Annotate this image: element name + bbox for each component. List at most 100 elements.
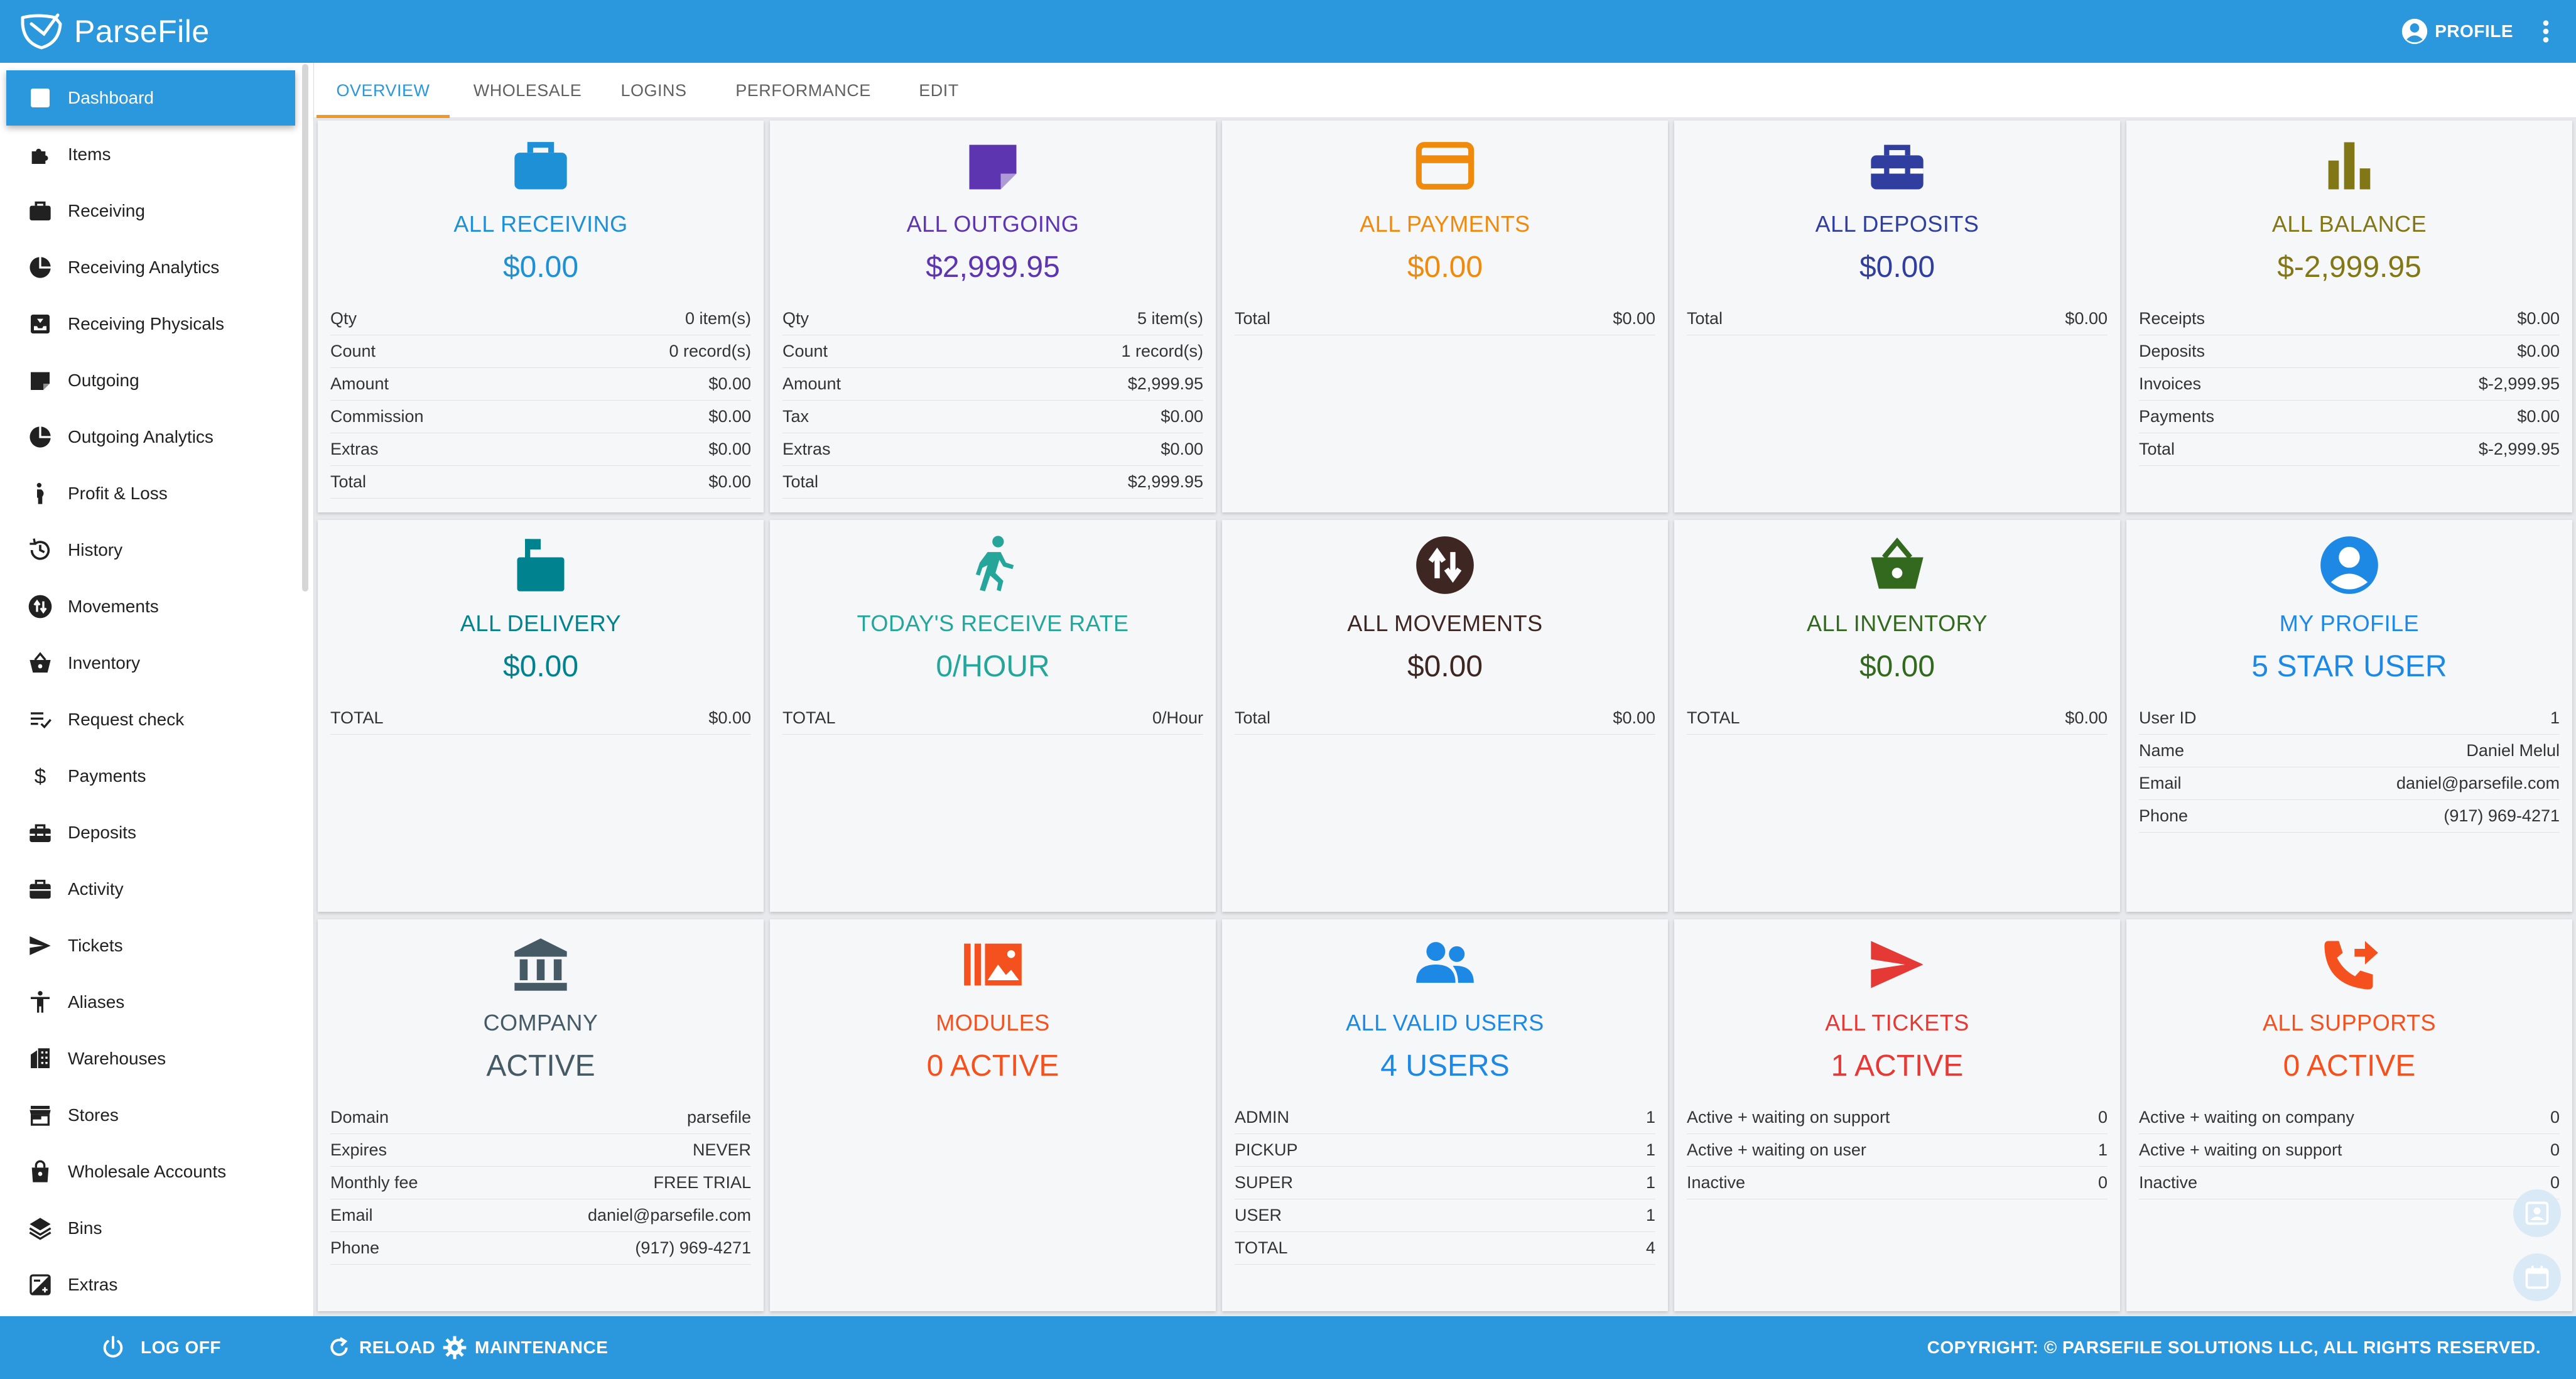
sidebar-item-inventory[interactable]: Inventory bbox=[6, 635, 295, 691]
tab-edit[interactable]: EDIT bbox=[919, 80, 959, 100]
parsefile-logo-icon bbox=[21, 13, 62, 50]
group-icon bbox=[1416, 942, 1474, 983]
sidebar-item-label: Outgoing bbox=[68, 370, 139, 390]
calendar-fab[interactable] bbox=[2513, 1253, 2561, 1301]
sidebar-item-deposits[interactable]: Deposits bbox=[6, 805, 295, 860]
card-all-inventory[interactable]: ALL INVENTORY $0.00 TOTAL $0.00 bbox=[1674, 520, 2120, 912]
sidebar-item-request-check[interactable]: Request check bbox=[6, 692, 295, 747]
sidebar-item-profit-loss[interactable]: Profit & Loss bbox=[6, 466, 295, 521]
row-label: Inactive bbox=[2139, 1173, 2198, 1192]
pregnant-icon bbox=[36, 483, 44, 504]
sidebar-item-history[interactable]: History bbox=[6, 522, 295, 578]
card-company[interactable]: COMPANY ACTIVE Domain parsefile Expires … bbox=[318, 919, 764, 1311]
briefcase-icon bbox=[514, 142, 567, 190]
work-icon bbox=[30, 880, 51, 899]
list-check-icon bbox=[31, 712, 51, 729]
app-title: ParseFile bbox=[74, 14, 210, 49]
sidebar-item-label: History bbox=[68, 540, 123, 560]
card-my-profile[interactable]: MY PROFILE 5 STAR USER User ID 1 Name Da… bbox=[2126, 520, 2572, 912]
sidebar-item-aliases[interactable]: Aliases bbox=[6, 975, 295, 1030]
row-value: $0.00 bbox=[708, 472, 751, 491]
sidebar-item-label: Deposits bbox=[68, 823, 136, 842]
row-value: NEVER bbox=[692, 1140, 751, 1159]
sidebar-item-receiving[interactable]: Receiving bbox=[6, 183, 295, 239]
sidebar-scrollbar[interactable] bbox=[302, 64, 308, 592]
sidebar-icon bbox=[28, 877, 53, 902]
building-icon bbox=[31, 1048, 50, 1068]
card-value: $0.00 bbox=[1859, 650, 1935, 683]
credit-card-icon bbox=[1415, 142, 1475, 190]
row-value: 1 bbox=[1645, 1108, 1655, 1127]
sidebar-item-label: Request check bbox=[68, 710, 185, 729]
card-modules[interactable]: MODULES 0 ACTIVE bbox=[770, 919, 1216, 1311]
sidebar-item-receiving-analytics[interactable]: Receiving Analytics bbox=[6, 240, 295, 295]
card-all-movements[interactable]: ALL MOVEMENTS $0.00 Total $0.00 bbox=[1222, 520, 1668, 912]
card-row: Active + waiting on company 0 bbox=[2139, 1101, 2560, 1134]
card-value: 5 STAR USER bbox=[2251, 650, 2447, 683]
profile-button[interactable]: PROFILE bbox=[2401, 18, 2513, 45]
card-value: $-2,999.95 bbox=[2277, 251, 2422, 284]
sidebar-item-outgoing-analytics[interactable]: Outgoing Analytics bbox=[6, 409, 295, 465]
sidebar-item-activity[interactable]: Activity bbox=[6, 862, 295, 917]
reload-button[interactable]: RELOAD bbox=[327, 1316, 435, 1379]
card-row: Email daniel@parsefile.com bbox=[330, 1199, 751, 1232]
row-label: Total bbox=[1235, 708, 1271, 727]
sidebar-item-bins[interactable]: Bins bbox=[6, 1201, 295, 1256]
card-all-valid-users[interactable]: ALL VALID USERS 4 USERS ADMIN 1 PICKUP 1… bbox=[1222, 919, 1668, 1311]
sidebar-item-warehouses[interactable]: Warehouses bbox=[6, 1031, 295, 1086]
row-label: Payments bbox=[2139, 407, 2215, 426]
row-value: $2,999.95 bbox=[1127, 374, 1203, 393]
brand[interactable]: ParseFile bbox=[19, 13, 210, 50]
sidebar-item-dashboard[interactable]: Dashboard bbox=[6, 70, 295, 126]
card-row: TOTAL $0.00 bbox=[330, 702, 751, 735]
card-all-deposits[interactable]: ALL DEPOSITS $0.00 Total $0.00 bbox=[1674, 121, 2120, 512]
sidebar-item-items[interactable]: Items bbox=[6, 127, 295, 182]
card-value: 4 USERS bbox=[1380, 1049, 1510, 1083]
card-icon bbox=[770, 933, 1216, 996]
tab-logins[interactable]: LOGINS bbox=[620, 80, 687, 100]
tab-performance[interactable]: PERFORMANCE bbox=[735, 80, 871, 100]
card-title: COMPANY bbox=[483, 1010, 598, 1036]
maintenance-button[interactable]: MAINTENANCE bbox=[442, 1316, 608, 1379]
sidebar-item-label: Extras bbox=[68, 1275, 118, 1294]
row-label: Tax bbox=[782, 407, 809, 426]
card-icon bbox=[770, 534, 1216, 597]
card-title: ALL DEPOSITS bbox=[1815, 211, 1979, 237]
tab-overview[interactable]: OVERVIEW bbox=[317, 63, 450, 118]
tab-wholesale[interactable]: WHOLESALE bbox=[473, 80, 582, 100]
sidebar-item-stores[interactable]: Stores bbox=[6, 1088, 295, 1143]
card-row: User ID 1 bbox=[2139, 702, 2560, 735]
sidebar-item-payments[interactable]: $ Payments bbox=[6, 749, 295, 804]
card-all-supports[interactable]: ALL SUPPORTS 0 ACTIVE Active + waiting o… bbox=[2126, 919, 2572, 1311]
contact-fab[interactable] bbox=[2513, 1189, 2561, 1237]
more-vert-icon[interactable] bbox=[2541, 19, 2551, 44]
sidebar-item-tickets[interactable]: Tickets bbox=[6, 918, 295, 973]
card-all-outgoing[interactable]: ALL OUTGOING $2,999.95 Qty 5 item(s) Cou… bbox=[770, 121, 1216, 512]
sidebar-icon bbox=[28, 1272, 53, 1297]
card-all-balance[interactable]: ALL BALANCE $-2,999.95 Receipts $0.00 De… bbox=[2126, 121, 2572, 512]
row-label: USER bbox=[1235, 1206, 1282, 1225]
card-row: Qty 0 item(s) bbox=[330, 303, 751, 335]
sidebar-item-wholesale-accounts[interactable]: Wholesale Accounts bbox=[6, 1144, 295, 1199]
card-icon bbox=[2126, 933, 2572, 996]
card-title: ALL TICKETS bbox=[1825, 1010, 1969, 1036]
row-label: Extras bbox=[782, 440, 831, 458]
sidebar-icon bbox=[28, 538, 53, 563]
card-all-delivery[interactable]: ALL DELIVERY $0.00 TOTAL $0.00 bbox=[318, 520, 764, 912]
card-row: Tax $0.00 bbox=[782, 401, 1203, 433]
sidebar-icon bbox=[28, 933, 53, 958]
card-all-tickets[interactable]: ALL TICKETS 1 ACTIVE Active + waiting on… bbox=[1674, 919, 2120, 1311]
row-value: FREE TRIAL bbox=[653, 1173, 751, 1192]
card-all-payments[interactable]: ALL PAYMENTS $0.00 Total $0.00 bbox=[1222, 121, 1668, 512]
account-circle-icon bbox=[2320, 536, 2378, 594]
sidebar-item-extras[interactable]: Extras bbox=[6, 1257, 295, 1312]
row-label: Expires bbox=[330, 1140, 387, 1159]
logoff-button[interactable]: LOG OFF bbox=[100, 1316, 221, 1379]
sidebar-item-outgoing[interactable]: Outgoing bbox=[6, 353, 295, 408]
runner-icon bbox=[975, 536, 1014, 592]
sidebar-item-receiving-physicals[interactable]: Receiving Physicals bbox=[6, 296, 295, 352]
card-all-receiving[interactable]: ALL RECEIVING $0.00 Qty 0 item(s) Count … bbox=[318, 121, 764, 512]
card-today-s-receive-rate[interactable]: TODAY'S RECEIVE RATE 0/HOUR TOTAL 0/Hour bbox=[770, 520, 1216, 912]
sidebar-item-movements[interactable]: Movements bbox=[6, 579, 295, 634]
row-value: 0 bbox=[2097, 1173, 2108, 1192]
